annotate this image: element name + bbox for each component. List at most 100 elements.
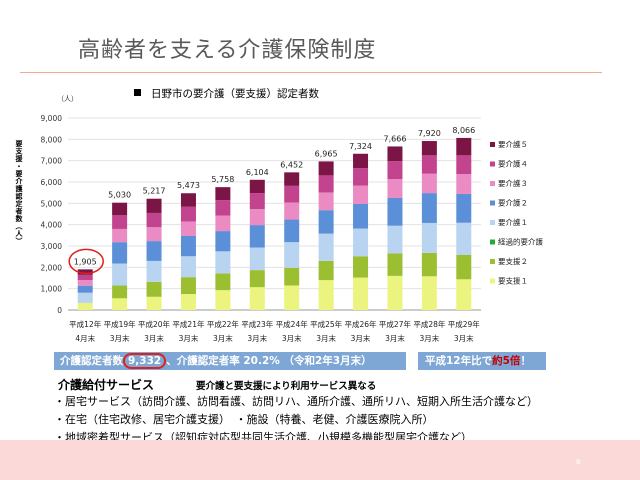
x-tick-label: 平成22年 — [207, 319, 240, 329]
x-tick-label: 3月末 — [385, 333, 405, 343]
bar-segment — [387, 179, 403, 198]
bar-segment — [284, 219, 300, 243]
bar-segment — [387, 225, 403, 254]
bar-segment — [318, 192, 334, 211]
bar-segment — [249, 225, 265, 248]
bar-total-label: 5,473 — [177, 181, 200, 190]
x-tick-label: 平成21年 — [172, 319, 205, 329]
bar-segment — [284, 242, 300, 268]
legend-swatch — [490, 220, 495, 225]
legend-label: 要介護４ — [498, 159, 528, 169]
x-tick-label: 平成29年 — [448, 319, 481, 329]
ratio-suffix: ！ — [520, 355, 531, 367]
y-tick-label: 9,000 — [41, 114, 63, 123]
bar-segment — [112, 228, 128, 243]
footer-band — [0, 440, 640, 480]
bar-segment — [456, 254, 472, 280]
bar-segment — [77, 280, 93, 286]
bar-segment — [215, 215, 231, 232]
bar-segment — [180, 277, 196, 294]
bar-segment — [77, 285, 93, 293]
bar-segment — [421, 141, 437, 156]
bar-segment — [318, 175, 334, 193]
bar-total-label: 5,758 — [211, 175, 234, 184]
legend-label: 要介護３ — [498, 178, 528, 188]
bar-segment — [180, 193, 196, 207]
bar-segment — [146, 260, 162, 282]
page-number: 8 — [576, 458, 581, 466]
title-divider — [20, 72, 602, 73]
bar-segment — [284, 285, 300, 310]
bar-total-label: 1,905 — [74, 257, 97, 266]
x-tick-label: 3月末 — [351, 333, 371, 343]
bar-segment — [146, 281, 162, 297]
bar-segment — [146, 212, 162, 228]
bar-segment — [284, 267, 300, 286]
bar-segment — [249, 193, 265, 210]
bar-segment — [353, 185, 369, 204]
bar-segment — [249, 209, 265, 226]
bar-total-label: 7,324 — [349, 142, 372, 151]
bar-segment — [180, 206, 196, 222]
ratio-summary-bar: 平成12年比で約5倍！ — [418, 352, 546, 370]
x-tick-label: 3月末 — [110, 333, 130, 343]
bar-segment — [456, 155, 472, 175]
bar-segment — [215, 231, 231, 252]
services-note: 要介護と要支援により利用サービス異なる — [196, 381, 377, 392]
y-unit-label: （人） — [57, 95, 78, 103]
bar-segment — [456, 193, 472, 223]
cert-suffix: 、介護認定者率 20.2% （令和2年3月末） — [166, 355, 372, 367]
y-tick-label: 5,000 — [41, 199, 63, 208]
service-item-home: ・居宅サービス（訪問介護、訪問看護、訪問リハ、通所介護、通所リハ、短期入所生活介… — [54, 395, 538, 408]
bar-total-label: 6,104 — [246, 168, 269, 177]
bar-segment — [180, 221, 196, 236]
x-tick-label: 平成25年 — [310, 319, 343, 329]
bar-segment — [318, 233, 334, 261]
bar-total-label: 6,965 — [315, 149, 338, 158]
bar-segment — [249, 247, 265, 271]
bar-segment — [249, 287, 265, 310]
slide-title: 高齢者を支える介護保険制度 — [78, 38, 377, 63]
bar-segment — [77, 269, 93, 275]
x-tick-label: 平成12年 — [69, 319, 102, 329]
bar-segment — [318, 161, 334, 176]
bar-segment — [215, 200, 231, 216]
ratio-value: 約5倍 — [492, 355, 521, 367]
y-tick-label: 1,000 — [41, 285, 63, 294]
services-list: ・居宅サービス（訪問介護、訪問看護、訪問リハ、通所介護、通所リハ、短期入所生活介… — [54, 394, 538, 448]
bar-segment — [353, 153, 369, 169]
bar-segment — [77, 292, 93, 303]
bar-segment — [284, 172, 300, 186]
y-tick-label: 6,000 — [41, 178, 63, 187]
legend-label: 要支援２ — [498, 256, 528, 266]
bar-segment — [421, 222, 437, 253]
bar-segment — [215, 251, 231, 274]
y-tick-label: 7,000 — [41, 157, 63, 166]
bar-total-label: 7,920 — [418, 129, 441, 138]
bar-segment — [456, 222, 472, 255]
legend-swatch — [490, 181, 495, 186]
x-tick-label: 3月末 — [419, 333, 439, 343]
cert-count-highlight: 9,332 — [123, 353, 167, 369]
bar-segment — [249, 179, 265, 194]
bar-segment — [353, 256, 369, 278]
bar-segment — [180, 235, 196, 257]
bar-segment — [112, 263, 128, 286]
x-tick-label: 3月末 — [144, 333, 164, 343]
bar-segment — [146, 296, 162, 310]
bar-segment — [387, 275, 403, 310]
bar-total-label: 6,452 — [280, 160, 303, 169]
bar-segment — [353, 228, 369, 257]
bar-segment — [456, 174, 472, 194]
bar-total-label: 5,217 — [143, 187, 166, 196]
y-tick-label: 2,000 — [41, 263, 63, 272]
bar-segment — [353, 277, 369, 310]
x-tick-label: 3月末 — [213, 333, 233, 343]
bar-segment — [387, 146, 403, 162]
bar-segment — [215, 290, 231, 310]
bar-total-label: 5,030 — [108, 191, 131, 200]
legend-label: 経過的要介護 — [498, 237, 543, 247]
certification-summary-bar: 介護認定者数 9,332 、介護認定者率 20.2% （令和2年3月末） — [54, 352, 406, 370]
bar-segment — [77, 302, 93, 310]
bar-segment — [215, 187, 231, 201]
